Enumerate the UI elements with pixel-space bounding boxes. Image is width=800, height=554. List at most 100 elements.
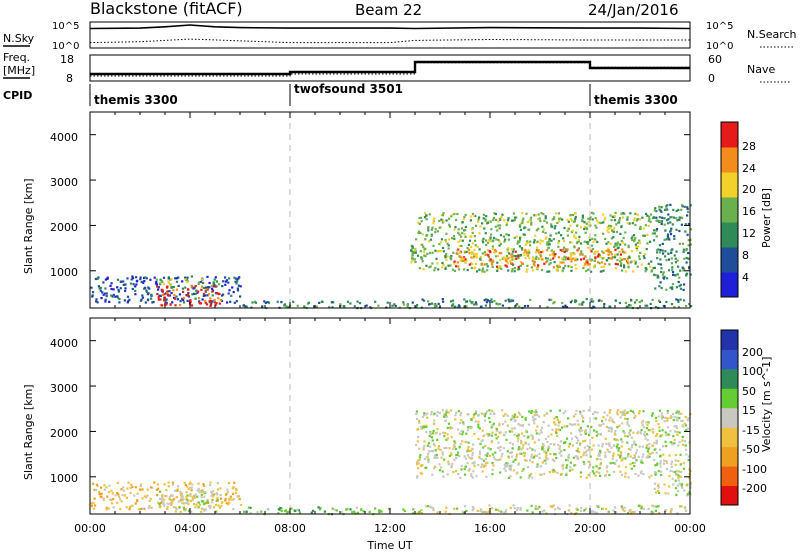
power-data-cell <box>130 278 133 281</box>
velocity-data-cell <box>157 487 160 490</box>
velocity-data-cell <box>458 445 461 448</box>
velocity-data-cell <box>655 463 659 466</box>
power-data-cell <box>464 213 467 217</box>
velocity-data-cell <box>436 411 439 414</box>
velocity-data-cell <box>669 441 672 444</box>
velocity-data-cell <box>193 503 196 506</box>
power-data-cell <box>161 289 164 292</box>
power-data-cell <box>511 299 515 302</box>
velocity-data-cell <box>606 414 609 417</box>
velocity-data-cell <box>612 452 615 455</box>
power-data-cell <box>434 231 437 234</box>
power-data-cell <box>184 278 187 281</box>
power-data-cell <box>598 262 601 265</box>
freq-right-tick-top: 60 <box>708 53 722 66</box>
power-data-cell <box>503 219 506 222</box>
velocity-data-cell <box>420 472 424 475</box>
velocity-data-cell <box>238 497 241 501</box>
velocity-data-cell <box>190 489 193 492</box>
power-data-cell <box>685 249 688 252</box>
velocity-data-cell <box>544 462 547 465</box>
power-data-cell <box>529 240 532 243</box>
velocity-data-cell <box>203 503 206 506</box>
velocity-data-cell <box>531 511 534 514</box>
velocity-data-cell <box>442 415 446 418</box>
velocity-data-cell <box>519 506 522 510</box>
velocity-data-cell <box>609 409 612 412</box>
velocity-data-cell <box>527 423 531 426</box>
velocity-data-cell <box>511 427 514 430</box>
velocity-data-cell <box>593 417 596 420</box>
power-data-cell <box>146 299 150 302</box>
velocity-data-cell <box>200 493 203 496</box>
power-data-cell <box>667 213 670 216</box>
velocity-data-cell <box>216 499 219 502</box>
power-data-cell <box>161 304 164 307</box>
power-data-cell <box>505 223 508 227</box>
power-data-cell <box>655 216 658 219</box>
velocity-data-cell <box>516 440 519 443</box>
velocity-data-cell <box>665 461 668 464</box>
velocity-data-cell <box>477 420 480 423</box>
power-data-cell <box>660 206 663 209</box>
power-data-cell <box>524 250 527 253</box>
velocity-data-cell <box>125 496 128 499</box>
velocity-data-cell <box>461 440 464 443</box>
power-data-cell <box>182 296 185 299</box>
velocity-data-cell <box>531 415 535 418</box>
power-data-cell <box>303 305 306 308</box>
colorbar-segment <box>721 172 738 198</box>
power-data-cell <box>428 303 431 306</box>
power-data-cell <box>505 233 508 236</box>
power-data-cell <box>460 235 463 238</box>
power-data-cell <box>476 245 479 249</box>
power-data-cell <box>152 300 155 304</box>
velocity-data-cell <box>229 495 232 498</box>
velocity-data-cell <box>627 447 631 450</box>
power-data-cell <box>108 300 111 303</box>
power-data-cell <box>659 251 662 254</box>
velocity-data-cell <box>681 486 684 489</box>
velocity-data-cell <box>587 409 590 412</box>
velocity-data-cell <box>642 426 645 429</box>
velocity-data-cell <box>672 413 675 416</box>
power-data-cell <box>185 294 188 297</box>
power-data-cell <box>414 251 417 254</box>
power-data-cell <box>587 268 590 271</box>
velocity-data-cell <box>463 512 466 515</box>
velocity-data-cell <box>659 462 662 465</box>
power-data-cell <box>548 270 551 273</box>
velocity-data-cell <box>624 434 627 438</box>
velocity-data-cell <box>561 467 564 470</box>
velocity-data-cell <box>415 461 419 464</box>
velocity-data-cell <box>211 501 214 504</box>
velocity-data-cell <box>595 465 598 468</box>
velocity-data-cell <box>509 441 512 444</box>
power-data-cell <box>574 259 577 262</box>
power-data-cell <box>471 212 475 216</box>
power-data-cell <box>597 299 600 302</box>
velocity-data-cell <box>228 498 231 501</box>
power-data-cell <box>236 287 239 290</box>
velocity-data-cell <box>580 456 583 459</box>
velocity-data-cell <box>564 410 567 413</box>
velocity-data-cell <box>584 429 587 432</box>
velocity-data-cell <box>206 500 209 503</box>
velocity-data-cell <box>626 455 629 458</box>
velocity-data-cell <box>613 421 616 424</box>
noise-right-tick-bottom: 10^0 <box>706 41 733 52</box>
power-data-cell <box>651 232 654 235</box>
power-data-cell <box>521 262 524 265</box>
power-data-cell <box>481 239 484 242</box>
freq-line <box>90 60 690 76</box>
velocity-data-cell <box>496 459 499 462</box>
velocity-data-cell <box>198 503 201 506</box>
power-data-cell <box>611 229 614 232</box>
velocity-data-cell <box>173 497 176 500</box>
power-data-cell <box>495 218 498 221</box>
power-data-cell <box>428 240 431 243</box>
power-data-cell <box>114 295 117 298</box>
velocity-data-cell <box>619 456 622 459</box>
power-data-cell <box>231 286 234 289</box>
power-data-cell <box>159 278 162 281</box>
